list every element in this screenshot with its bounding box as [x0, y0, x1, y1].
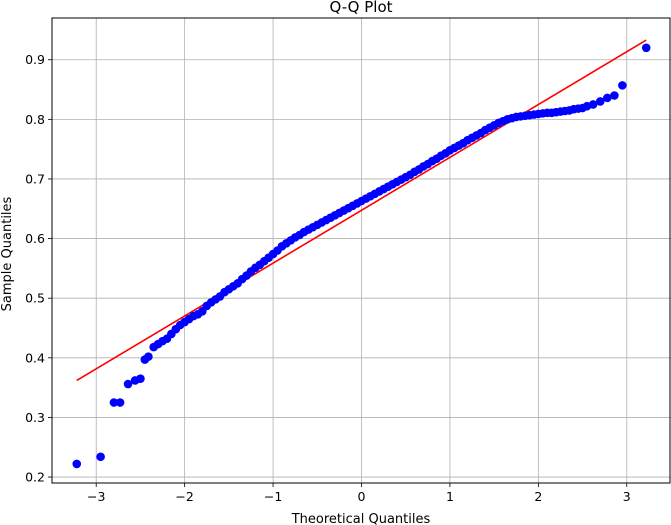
- data-point: [136, 374, 145, 383]
- y-tick-label: 0.6: [25, 231, 45, 246]
- data-point: [610, 91, 619, 100]
- y-tick-label: 0.7: [25, 171, 45, 186]
- y-tick-label: 0.4: [25, 350, 45, 365]
- data-point: [641, 43, 651, 53]
- x-tick-label: 2: [534, 489, 542, 504]
- fit-line-layer: [76, 39, 647, 382]
- x-tick-label: 0: [358, 489, 366, 504]
- y-tick-label: 0.3: [25, 410, 45, 425]
- y-axis-ticks: 0.2 0.3 0.4 0.5 0.6 0.7 0.8 0.9: [25, 52, 52, 485]
- data-point: [603, 93, 612, 103]
- plot-frame: [51, 17, 671, 484]
- data-point: [115, 398, 125, 407]
- data-point: [96, 452, 105, 462]
- x-tick-label: 3: [623, 489, 631, 504]
- y-tick-label: 0.9: [25, 52, 45, 67]
- grid-layer: [52, 18, 671, 483]
- x-axis-label: Theoretical Quantiles: [291, 512, 431, 525]
- data-point: [595, 97, 605, 106]
- x-tick-label: 1: [446, 489, 454, 504]
- data-point: [588, 100, 598, 109]
- data-point: [144, 352, 153, 361]
- chart-title: Q-Q Plot: [329, 0, 392, 16]
- data-point: [618, 81, 627, 90]
- y-tick-label: 0.2: [25, 470, 45, 485]
- x-tick-label: −3: [87, 489, 105, 504]
- x-tick-label: −2: [175, 489, 193, 504]
- x-tick-label: −1: [264, 489, 282, 504]
- data-point: [72, 459, 82, 469]
- y-axis-label: Sample Quantiles: [0, 196, 15, 311]
- y-tick-label: 0.5: [25, 291, 45, 306]
- x-axis-ticks: −3 −2 −1 0 1 2 3: [87, 483, 631, 504]
- data-point: [123, 379, 133, 389]
- fit-line: [76, 39, 647, 382]
- data-points-layer: [72, 43, 651, 469]
- y-tick-label: 0.8: [25, 112, 45, 127]
- data-point: [109, 398, 119, 407]
